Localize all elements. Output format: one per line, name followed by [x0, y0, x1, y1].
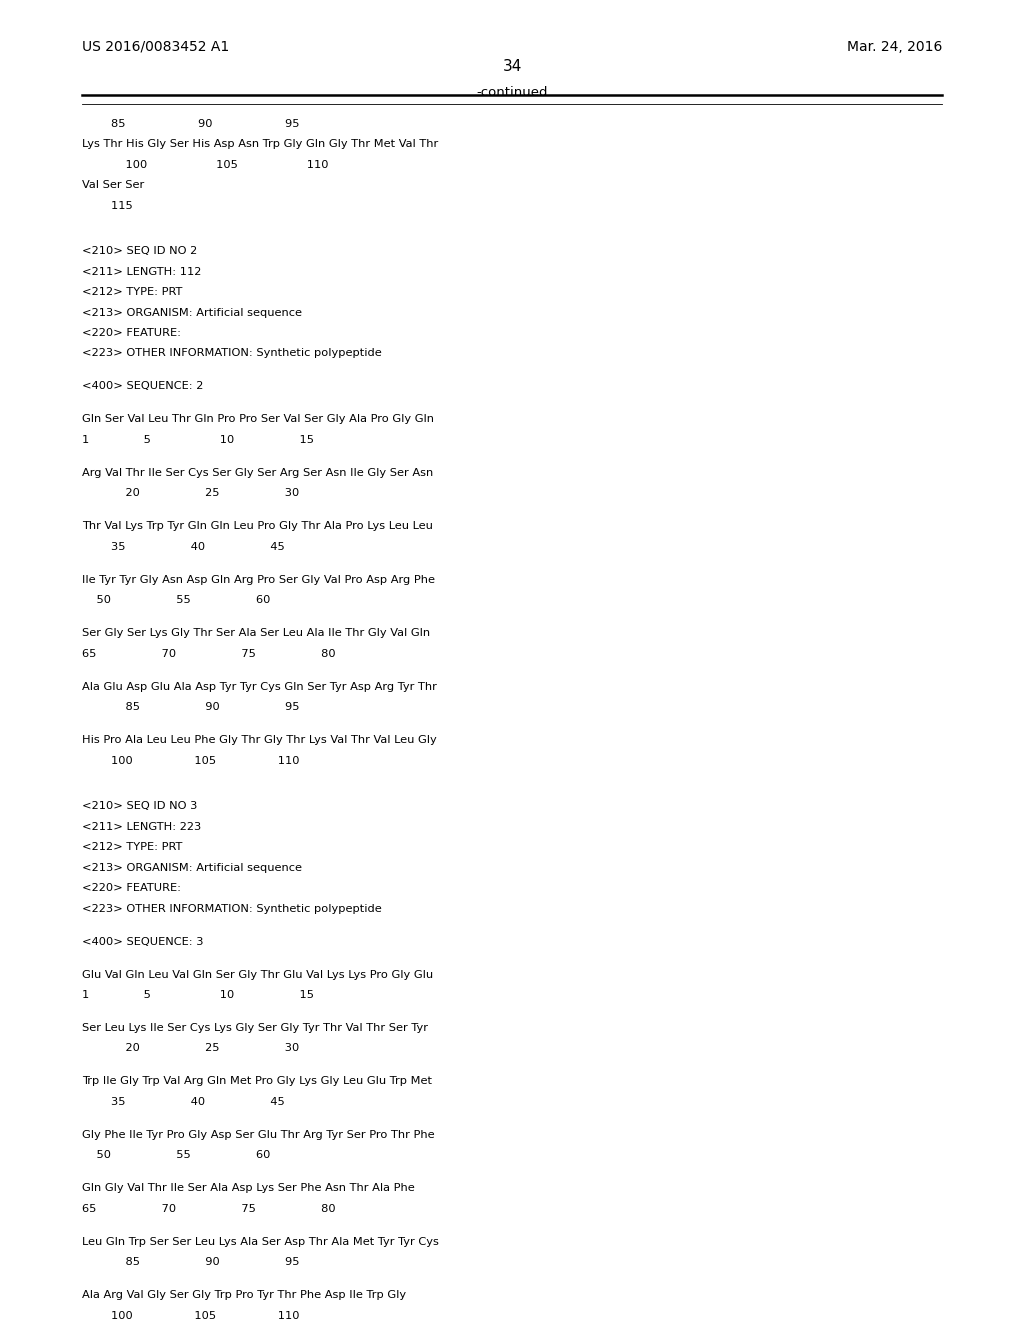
Text: US 2016/0083452 A1: US 2016/0083452 A1: [82, 40, 229, 54]
Text: Ile Tyr Tyr Gly Asn Asp Gln Arg Pro Ser Gly Val Pro Asp Arg Phe: Ile Tyr Tyr Gly Asn Asp Gln Arg Pro Ser …: [82, 574, 435, 585]
Text: <400> SEQUENCE: 2: <400> SEQUENCE: 2: [82, 381, 204, 392]
Text: Val Ser Ser: Val Ser Ser: [82, 180, 144, 190]
Text: <210> SEQ ID NO 2: <210> SEQ ID NO 2: [82, 246, 198, 256]
Text: 34: 34: [503, 59, 521, 74]
Text: Ala Glu Asp Glu Ala Asp Tyr Tyr Cys Gln Ser Tyr Asp Arg Tyr Thr: Ala Glu Asp Glu Ala Asp Tyr Tyr Cys Gln …: [82, 681, 437, 692]
Text: Ser Leu Lys Ile Ser Cys Lys Gly Ser Gly Tyr Thr Val Thr Ser Tyr: Ser Leu Lys Ile Ser Cys Lys Gly Ser Gly …: [82, 1023, 428, 1034]
Text: Ala Arg Val Gly Ser Gly Trp Pro Tyr Thr Phe Asp Ile Trp Gly: Ala Arg Val Gly Ser Gly Trp Pro Tyr Thr …: [82, 1290, 407, 1300]
Text: <213> ORGANISM: Artificial sequence: <213> ORGANISM: Artificial sequence: [82, 308, 302, 318]
Text: 1               5                   10                  15: 1 5 10 15: [82, 434, 314, 445]
Text: Gln Ser Val Leu Thr Gln Pro Pro Ser Val Ser Gly Ala Pro Gly Gln: Gln Ser Val Leu Thr Gln Pro Pro Ser Val …: [82, 414, 434, 425]
Text: 100                   105                   110: 100 105 110: [82, 160, 329, 170]
Text: Lys Thr His Gly Ser His Asp Asn Trp Gly Gln Gly Thr Met Val Thr: Lys Thr His Gly Ser His Asp Asn Trp Gly …: [82, 140, 438, 149]
Text: Trp Ile Gly Trp Val Arg Gln Met Pro Gly Lys Gly Leu Glu Trp Met: Trp Ile Gly Trp Val Arg Gln Met Pro Gly …: [82, 1076, 432, 1086]
Text: 35                  40                  45: 35 40 45: [82, 1097, 285, 1107]
Text: 35                  40                  45: 35 40 45: [82, 541, 285, 552]
Text: <210> SEQ ID NO 3: <210> SEQ ID NO 3: [82, 801, 198, 812]
Text: Mar. 24, 2016: Mar. 24, 2016: [847, 40, 942, 54]
Text: His Pro Ala Leu Leu Phe Gly Thr Gly Thr Lys Val Thr Val Leu Gly: His Pro Ala Leu Leu Phe Gly Thr Gly Thr …: [82, 735, 436, 746]
Text: 85                    90                    95: 85 90 95: [82, 119, 299, 129]
Text: Ser Gly Ser Lys Gly Thr Ser Ala Ser Leu Ala Ile Thr Gly Val Gln: Ser Gly Ser Lys Gly Thr Ser Ala Ser Leu …: [82, 628, 430, 639]
Text: <220> FEATURE:: <220> FEATURE:: [82, 327, 181, 338]
Text: 85                  90                  95: 85 90 95: [82, 702, 299, 713]
Text: Thr Val Lys Trp Tyr Gln Gln Leu Pro Gly Thr Ala Pro Lys Leu Leu: Thr Val Lys Trp Tyr Gln Gln Leu Pro Gly …: [82, 521, 433, 532]
Text: 85                  90                  95: 85 90 95: [82, 1257, 299, 1267]
Text: 20                  25                  30: 20 25 30: [82, 488, 299, 499]
Text: <220> FEATURE:: <220> FEATURE:: [82, 883, 181, 894]
Text: <223> OTHER INFORMATION: Synthetic polypeptide: <223> OTHER INFORMATION: Synthetic polyp…: [82, 903, 382, 913]
Text: Leu Gln Trp Ser Ser Leu Lys Ala Ser Asp Thr Ala Met Tyr Tyr Cys: Leu Gln Trp Ser Ser Leu Lys Ala Ser Asp …: [82, 1237, 439, 1247]
Text: 100                 105                 110: 100 105 110: [82, 1311, 299, 1320]
Text: 20                  25                  30: 20 25 30: [82, 1043, 299, 1053]
Text: <223> OTHER INFORMATION: Synthetic polypeptide: <223> OTHER INFORMATION: Synthetic polyp…: [82, 348, 382, 359]
Text: 50                  55                  60: 50 55 60: [82, 1150, 270, 1160]
Text: 65                  70                  75                  80: 65 70 75 80: [82, 648, 336, 659]
Text: Arg Val Thr Ile Ser Cys Ser Gly Ser Arg Ser Asn Ile Gly Ser Asn: Arg Val Thr Ile Ser Cys Ser Gly Ser Arg …: [82, 467, 433, 478]
Text: <212> TYPE: PRT: <212> TYPE: PRT: [82, 842, 182, 853]
Text: <211> LENGTH: 223: <211> LENGTH: 223: [82, 821, 201, 832]
Text: 100                 105                 110: 100 105 110: [82, 755, 299, 766]
Text: Glu Val Gln Leu Val Gln Ser Gly Thr Glu Val Lys Lys Pro Gly Glu: Glu Val Gln Leu Val Gln Ser Gly Thr Glu …: [82, 969, 433, 979]
Text: 115: 115: [82, 201, 133, 211]
Text: 65                  70                  75                  80: 65 70 75 80: [82, 1204, 336, 1214]
Text: 1               5                   10                  15: 1 5 10 15: [82, 990, 314, 1001]
Text: <211> LENGTH: 112: <211> LENGTH: 112: [82, 267, 202, 277]
Text: 50                  55                  60: 50 55 60: [82, 595, 270, 606]
Text: <213> ORGANISM: Artificial sequence: <213> ORGANISM: Artificial sequence: [82, 862, 302, 873]
Text: -continued: -continued: [476, 86, 548, 99]
Text: Gln Gly Val Thr Ile Ser Ala Asp Lys Ser Phe Asn Thr Ala Phe: Gln Gly Val Thr Ile Ser Ala Asp Lys Ser …: [82, 1183, 415, 1193]
Text: <212> TYPE: PRT: <212> TYPE: PRT: [82, 286, 182, 297]
Text: Gly Phe Ile Tyr Pro Gly Asp Ser Glu Thr Arg Tyr Ser Pro Thr Phe: Gly Phe Ile Tyr Pro Gly Asp Ser Glu Thr …: [82, 1130, 434, 1140]
Text: <400> SEQUENCE: 3: <400> SEQUENCE: 3: [82, 936, 204, 946]
